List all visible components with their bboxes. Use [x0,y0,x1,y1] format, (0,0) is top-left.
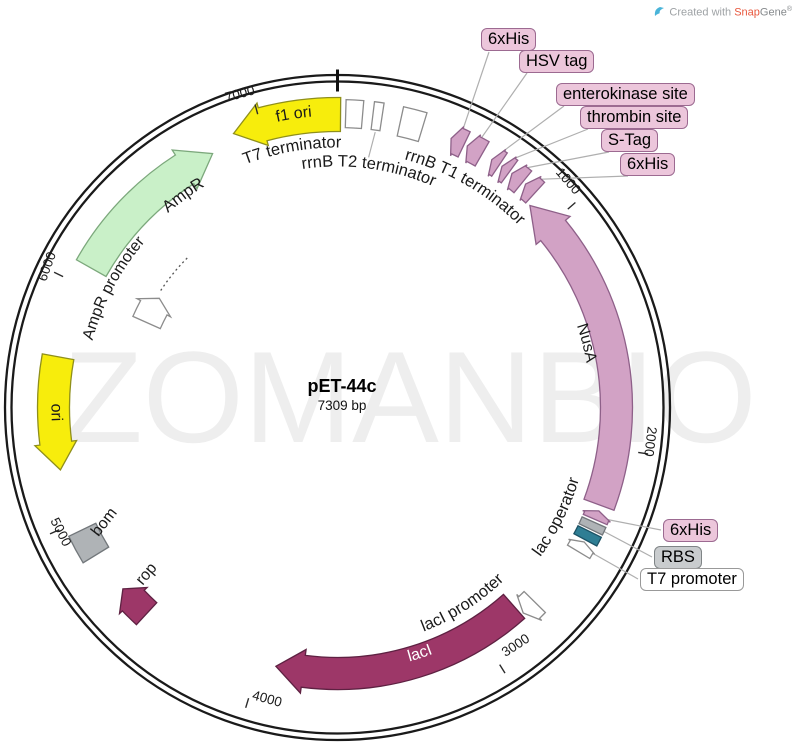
entk-feature [487,148,509,178]
tick-label: 7000 [223,83,256,105]
label-enterokinase-site: enterokinase site [556,83,695,106]
label-6xhis-2: 6xHis [620,153,676,176]
leader-line [480,72,528,140]
plasmid-title-block: pET-44c 7309 bp [242,376,442,413]
rop-feature [118,586,158,626]
tick-label: 1000 [553,165,584,198]
tick-label: 2000 [641,426,660,458]
tick-label: 4000 [251,688,284,710]
rbs-feature [578,516,607,536]
laciprom-feature [516,590,547,622]
label-t7-promoter: T7 promoter [640,568,744,591]
ampr-feature [75,149,214,278]
laci-label: lacI [406,641,435,665]
thr-feature [497,156,519,184]
label-s-tag: S-Tag [601,129,659,152]
ori-label: ori [47,404,64,422]
rrnbT1-feature [396,105,428,143]
tick-mark [499,664,506,674]
tick-label: 5000 [48,515,75,549]
his1-feature [449,126,472,158]
ampr-signal-dotted-line [160,255,190,291]
tick-label: 6000 [35,250,59,283]
stag-feature [506,164,533,194]
leader-line [607,518,662,531]
leader-line [512,128,589,160]
tick-mark [638,451,649,455]
laci-feature [274,593,526,695]
credit-text: Created with SnapGene® [669,6,792,19]
tick-mark [245,697,250,709]
f1ori-feature [232,96,342,147]
leader-line [368,131,376,158]
snapgene-icon [655,7,665,17]
bom-feature [67,522,110,564]
rop-label: rop [133,560,161,589]
t7prom-feature [566,538,596,560]
tick-mark [49,529,60,535]
label-hsv-tag: HSV tag [519,50,595,73]
hsv-feature [465,134,490,167]
plasmid-size: 7309 bp [317,398,367,413]
leader-line [524,151,610,169]
label-thrombin-site: thrombin site [580,106,689,129]
tick-mark [567,201,576,210]
amprprom-feature [132,297,173,330]
leader-line [600,529,653,558]
label-6xhis-1: 6xHis [481,28,537,51]
nusa-feature [529,204,634,512]
f1ori-label: f1 ori [274,104,312,126]
leader-line [538,175,629,180]
leader-line [501,105,565,153]
tick-mark [53,271,64,278]
rrnbT2-feature [370,100,385,132]
t7term-feature [344,98,365,130]
tick-mark [254,104,259,115]
ori-feature [33,353,78,471]
leader-line [462,51,490,131]
lacop-feature [573,524,603,547]
snapgene-credit[interactable]: Created with SnapGene® [653,6,792,19]
his2-feature [519,175,546,204]
label-rbs: RBS [654,546,702,569]
plasmid-name: pET-44c [307,376,377,396]
watermark-text: ZOMANBIO [63,324,757,470]
his3-feature [582,509,611,526]
label-6xhis-3: 6xHis [663,519,719,542]
leader-line [589,550,639,580]
